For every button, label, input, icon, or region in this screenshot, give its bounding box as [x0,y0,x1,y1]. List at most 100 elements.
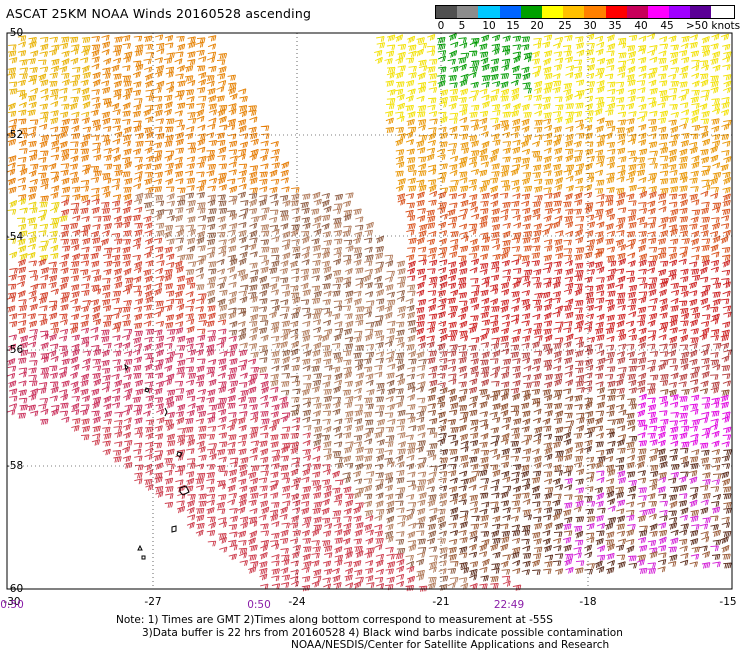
wind-barb [218,163,228,170]
wind-barb [249,187,258,194]
wind-barb [709,423,718,431]
wind-barb [270,155,279,162]
wind-barb [28,186,38,193]
wind-barb [195,507,205,515]
wind-barb [61,199,70,207]
wind-barb [395,454,404,462]
wind-barb [205,132,215,139]
wind-barb [207,43,217,50]
wind-barb [595,381,604,388]
wind-barb [709,177,719,186]
wind-barb [554,36,564,43]
wind-barb [259,186,268,193]
wind-barb [208,268,217,275]
wind-barb [271,455,281,462]
wind-barb [114,281,123,289]
wind-barb [208,378,217,387]
wind-barb [658,73,667,80]
wind-barb [175,454,184,461]
wind-barb [638,230,647,238]
wind-barb [92,142,101,149]
wind-barb [134,426,143,434]
wind-barb [165,81,175,88]
wind-barb [617,60,627,67]
wind-barb [259,500,269,508]
lon-label-27: -27 [144,596,161,608]
wind-barb [491,530,500,538]
wind-barb [469,439,479,447]
wind-barb [438,432,447,439]
wind-barb [58,371,67,379]
wind-barb [28,341,37,348]
wind-barb [397,198,406,206]
wind-barb [470,365,479,374]
wind-barb [312,463,322,470]
wind-barb [679,185,688,192]
wind-barb [575,229,583,237]
wind-barb [460,52,470,59]
wind-barb [531,365,541,372]
wind-barb [470,523,480,530]
wind-barb [18,304,28,312]
wind-barb [702,492,711,500]
wind-barb [355,487,364,494]
wind-barb [534,335,543,342]
wind-barb [542,96,551,103]
wind-barb [511,125,521,133]
wind-barb [659,500,668,507]
wind-barb [658,476,667,483]
wind-barb [269,224,279,231]
wind-barb [69,36,79,43]
wind-barb [174,244,183,252]
wind-barb [343,446,353,454]
wind-barb [343,225,352,232]
wind-barb [123,126,132,134]
wind-barb [343,276,352,284]
wind-barb [61,58,70,66]
wind-barb [40,372,49,379]
wind-barb [532,201,541,208]
wind-barb [595,538,604,546]
wind-barb [501,313,510,321]
wind-barb [428,546,438,553]
wind-barb [271,228,280,236]
wind-barb [229,273,237,280]
wind-barb [184,65,194,73]
legend-swatch [690,6,712,18]
wind-barb [239,133,249,140]
wind-barb [30,50,39,57]
wind-barb [59,345,68,352]
wind-barb [522,280,531,288]
wind-barb [689,358,698,366]
wind-barb [353,581,362,589]
wind-barb [700,531,709,538]
legend-label-45: 45 [660,20,674,32]
wind-barb [313,402,322,410]
wind-barb [50,288,59,295]
wind-barb [595,201,605,208]
wind-barb [576,49,585,57]
wind-barb [511,291,520,298]
wind-barb [228,412,237,418]
wind-barb [197,313,207,320]
wind-barb [701,201,710,208]
wind-barb [249,404,258,411]
wind-barb [166,389,176,396]
wind-barb [302,439,311,447]
wind-barb [364,509,374,517]
wind-barb [250,148,259,157]
wind-barb [374,56,383,64]
wind-barb [596,179,605,186]
wind-barb [208,103,217,110]
wind-barb [322,231,331,238]
wind-barb [72,305,81,312]
wind-barb [596,80,605,87]
wind-barb [344,401,353,409]
wind-barb [521,290,530,297]
wind-barb [61,36,70,43]
wind-barb [396,289,405,297]
wind-barb [585,49,594,57]
wind-barb [586,81,595,88]
wind-barb [260,464,269,471]
wind-barb [291,275,300,282]
